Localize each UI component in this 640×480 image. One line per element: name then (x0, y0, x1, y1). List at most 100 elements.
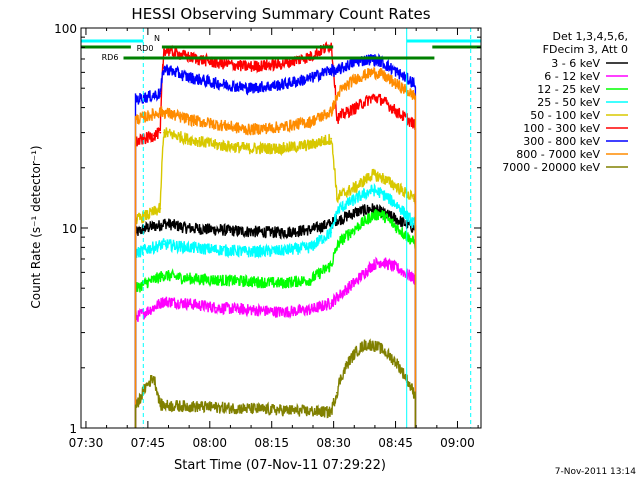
legend-label: 7000 - 20000 keV (502, 161, 600, 174)
data-point-800-7000-kev (159, 111, 162, 113)
data-point-800-7000-kev (309, 120, 312, 123)
data-point-50-100-kev (247, 147, 250, 150)
data-point-25-50-kev (371, 189, 374, 191)
data-point-25-50-kev (163, 243, 165, 246)
legend-label: 12 - 25 keV (537, 83, 600, 96)
data-point-50-100-kev (185, 137, 188, 140)
data-point-50-100-kev (280, 147, 283, 150)
data-point-6-12-kev (185, 302, 188, 305)
data-point-7000-20000-kev (379, 347, 382, 350)
data-point-7000-20000-kev (346, 362, 349, 365)
y-axis-label: Count Rate (s⁻¹ detector⁻¹) (29, 145, 43, 308)
data-point-3-6-kev (396, 218, 399, 221)
series-50-100-kev (134, 127, 417, 428)
data-point-25-50-kev (336, 211, 338, 214)
data-point-3-6-kev (152, 225, 155, 228)
data-point-25-50-kev (152, 246, 155, 249)
data-point-7000-20000-kev (144, 386, 147, 389)
data-point-7000-20000-kev (330, 411, 333, 414)
series-line-300-800-kev (134, 52, 417, 428)
data-point-800-7000-kev (371, 71, 374, 74)
x-tick-label: 07:45 (131, 436, 166, 450)
x-tick-label: 07:30 (69, 436, 104, 450)
data-point-3-6-kev (355, 211, 357, 214)
data-point-300-800-kev (159, 92, 162, 95)
data-point-100-300-kev (144, 137, 147, 140)
data-point-100-300-kev (280, 63, 283, 65)
legend-label: 800 - 7000 keV (516, 148, 600, 161)
data-point-6-12-kev (280, 311, 283, 313)
legend-entry-7000-20000-kev: 7000 - 20000 keV (502, 161, 628, 174)
data-point-12-25-kev (159, 275, 162, 278)
data-point-100-300-kev (159, 131, 162, 134)
data-point-25-50-kev (214, 248, 217, 251)
data-point-800-7000-kev (338, 90, 341, 93)
legend-entry-100-300-kev: 100 - 300 keV (523, 122, 628, 135)
data-point-7000-20000-kev (159, 404, 162, 407)
legend-entry-3-6-kev: 3 - 6 keV (551, 57, 628, 70)
data-point-800-7000-kev (330, 111, 333, 113)
data-point-50-100-kev (379, 176, 382, 178)
data-point-50-100-kev (152, 211, 155, 214)
data-point-300-800-kev (185, 75, 188, 78)
data-point-300-800-kev (355, 60, 357, 63)
data-point-3-6-kev (330, 222, 333, 225)
data-point-300-800-kev (336, 71, 338, 74)
data-point-12-25-kev (338, 241, 341, 244)
series-3-6-kev (134, 203, 417, 428)
data-point-6-12-kev (336, 296, 338, 299)
data-point-12-25-kev (163, 274, 165, 277)
data-point-3-6-kev (214, 228, 217, 231)
data-point-800-7000-kev (247, 128, 250, 131)
data-point-6-12-kev (309, 308, 312, 311)
data-point-50-100-kev (163, 131, 165, 134)
data-point-6-12-kev (396, 267, 399, 269)
y-tick-label: 1 (69, 422, 77, 436)
data-point-25-50-kev (185, 246, 188, 249)
data-point-50-100-kev (412, 197, 415, 200)
y-axis: 1 10 100 (54, 22, 481, 436)
data-point-7000-20000-kev (152, 376, 155, 378)
data-point-100-300-kev (136, 140, 139, 143)
series-line-3-6-kev (134, 203, 417, 428)
data-point-50-100-kev (355, 186, 357, 189)
data-point-100-300-kev (214, 61, 217, 64)
data-point-6-12-kev (159, 302, 162, 305)
data-point-3-6-kev (163, 222, 165, 224)
data-point-3-6-kev (144, 227, 147, 229)
data-point-300-800-kev (396, 71, 399, 74)
series-line-25-50-kev (134, 182, 417, 428)
footer-timestamp: 7-Nov-2011 13:14 (555, 467, 637, 477)
data-point-6-12-kev (136, 315, 139, 318)
x-tick-label: 08:00 (192, 436, 227, 450)
data-point-7000-20000-kev (404, 376, 407, 378)
data-point-3-6-kev (185, 227, 188, 229)
data-point-12-25-kev (355, 227, 357, 229)
data-point-50-100-kev (338, 194, 341, 197)
data-point-300-800-kev (412, 82, 415, 84)
data-point-12-25-kev (247, 280, 250, 283)
data-point-100-300-kev (247, 65, 250, 68)
data-point-25-50-kev (247, 250, 250, 253)
data-point-6-12-kev (144, 311, 147, 313)
data-point-25-50-kev (144, 248, 147, 251)
data-point-7000-20000-kev (336, 391, 338, 394)
data-point-800-7000-kev (144, 115, 147, 118)
legend-entry-800-7000-kev: 800 - 7000 keV (516, 148, 628, 161)
series-12-25-kev (134, 208, 417, 428)
data-point-50-100-kev (336, 197, 338, 200)
data-point-300-800-kev (309, 77, 312, 80)
data-point-7000-20000-kev (338, 381, 341, 383)
data-point-3-6-kev (371, 207, 374, 210)
data-point-800-7000-kev (136, 118, 139, 121)
data-point-300-800-kev (144, 96, 147, 99)
data-point-12-25-kev (214, 279, 217, 281)
flag-rd6: RD6 (102, 53, 435, 62)
data-point-50-100-kev (396, 186, 399, 189)
data-point-25-50-kev (412, 222, 415, 225)
legend-entry-6-12-kev: 6 - 12 keV (544, 70, 628, 83)
data-point-50-100-kev (136, 218, 139, 221)
data-point-300-800-kev (152, 94, 155, 97)
